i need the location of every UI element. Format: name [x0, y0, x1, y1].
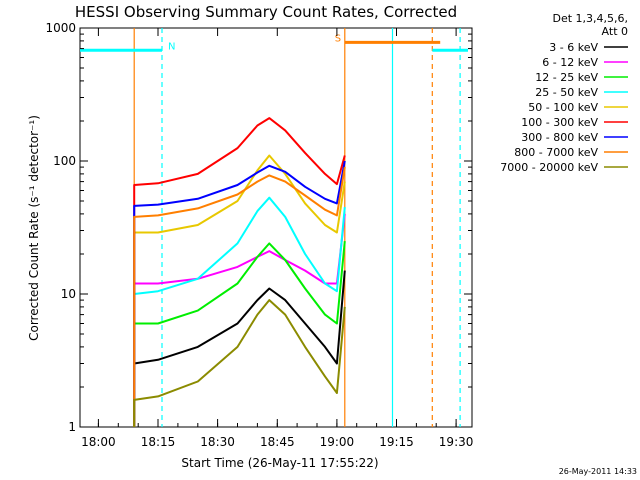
y-axis-label: Corrected Count Rate (s⁻¹ detector⁻¹) — [27, 115, 41, 341]
series-line-0 — [133, 270, 346, 427]
x-tick-label-5: 19:15 — [379, 435, 414, 449]
legend-label-5: 100 - 300 keV — [521, 116, 598, 129]
legend-label-2: 12 - 25 keV — [535, 71, 598, 84]
y-tick-label-0: 1 — [68, 420, 76, 434]
y-tick-label-3: 1000 — [45, 21, 76, 35]
series-lines — [133, 117, 346, 427]
flag-label-N: N — [168, 41, 175, 52]
legend-label-8: 7000 - 20000 keV — [500, 161, 598, 174]
flag-label-S: S — [335, 33, 341, 44]
legend-label-3: 25 - 50 keV — [535, 86, 598, 99]
x-tick-label-4: 19:00 — [320, 435, 355, 449]
series-line-7 — [133, 166, 346, 427]
plot-frame — [79, 27, 473, 428]
legend-label-0: 3 - 6 keV — [549, 41, 598, 54]
series-line-6 — [133, 160, 346, 427]
legend-header-1: Att 0 — [602, 25, 628, 38]
x-tick-label-0: 18:00 — [81, 435, 116, 449]
chart-title: HESSI Observing Summary Count Rates, Cor… — [75, 3, 457, 21]
series-line-2 — [133, 241, 346, 427]
footer-timestamp: 26-May-2011 14:33 — [559, 467, 637, 476]
legend-header-0: Det 1,3,4,5,6, — [552, 12, 628, 25]
series-line-1 — [133, 213, 346, 427]
x-axis-label: Start Time (26-May-11 17:55:22) — [181, 456, 378, 470]
legend-label-4: 50 - 100 keV — [528, 101, 598, 114]
legend-label-1: 6 - 12 keV — [542, 56, 598, 69]
x-tick-label-6: 19:30 — [439, 435, 474, 449]
legend-label-7: 800 - 7000 keV — [514, 146, 598, 159]
y-axis-ticks: 1 10 100 1000 — [45, 21, 472, 434]
legend-label-6: 300 - 800 keV — [521, 131, 598, 144]
y-tick-label-1: 10 — [61, 287, 76, 301]
legend: Det 1,3,4,5,6,Att 0 3 - 6 keV 6 - 12 keV 12… — [500, 12, 628, 174]
x-tick-label-3: 18:45 — [260, 435, 295, 449]
series-line-3 — [133, 196, 346, 427]
flag-bars: NS — [80, 33, 468, 52]
series-line-5 — [133, 117, 346, 427]
x-axis-ticks: 18:00 18:15 18:30 18:45 19:00 19:15 19:30 — [81, 28, 473, 449]
x-tick-label-2: 18:30 — [200, 435, 235, 449]
series-line-4 — [133, 154, 346, 427]
y-tick-label-2: 100 — [53, 154, 76, 168]
x-tick-label-1: 18:15 — [141, 435, 176, 449]
series-line-8 — [133, 299, 346, 427]
